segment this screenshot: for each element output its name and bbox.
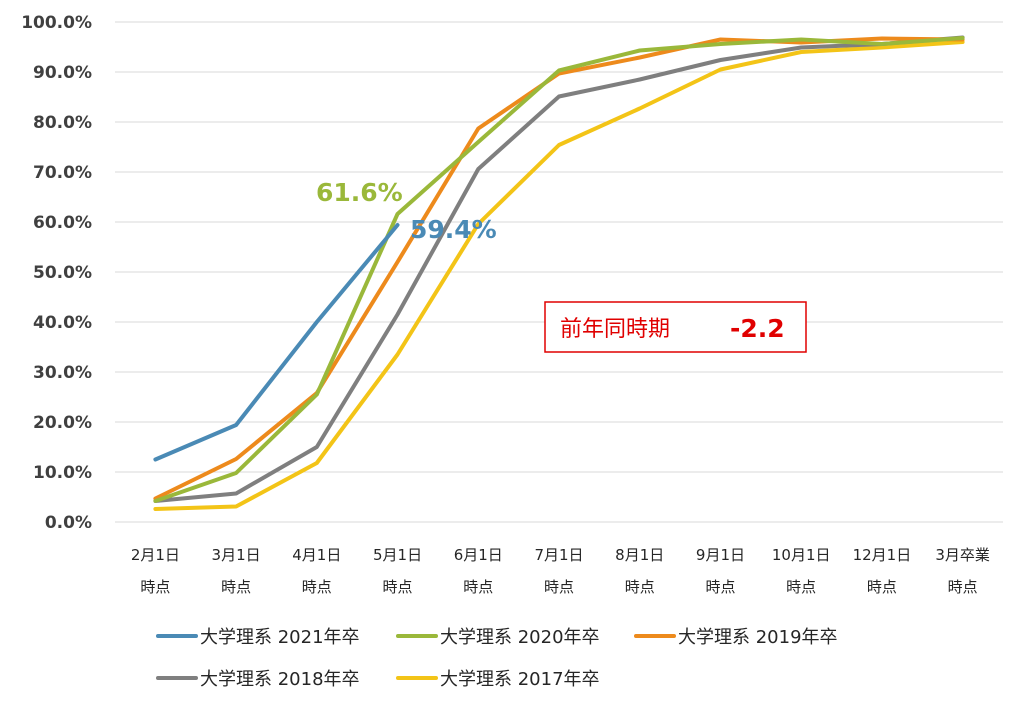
legend-label: 大学理系 2018年卒 [200,669,360,690]
legend-label: 大学理系 2019年卒 [678,627,838,648]
y-tick-label: 30.0% [33,363,92,383]
data-annotations: 61.6%59.4% [316,178,497,244]
y-tick-label: 100.0% [21,13,92,33]
y-tick-label: 90.0% [33,63,92,83]
series-line [153,36,965,503]
y-tick-label: 50.0% [33,263,92,283]
x-tick-label: 3月1日時点 [212,546,261,596]
x-axis-ticks: 2月1日時点 3月1日時点 4月1日時点 5月1日時点 6月1日時点 7月1日時点 8月1日… [131,546,990,596]
annotation-label: 59.4% [410,215,497,244]
series-lines [153,35,965,511]
y-tick-label: 40.0% [33,313,92,333]
x-tick-label: 12月1日時点 [853,546,912,596]
series-line [153,223,400,462]
x-tick-label: 4月1日時点 [292,546,341,596]
x-tick-label: 8月1日時点 [615,546,664,596]
legend-label: 大学理系 2020年卒 [440,627,600,648]
x-tick-label: 10月1日時点 [772,546,831,596]
series-line [153,35,965,503]
series-line [153,40,965,511]
x-tick-label: 2月1日時点 [131,546,180,596]
x-tick-label: 7月1日時点 [534,546,583,596]
legend-label: 大学理系 2017年卒 [440,669,600,690]
x-tick-label: 3月卒業時点 [935,546,990,596]
y-tick-label: 70.0% [33,163,92,183]
annotation-label: 61.6% [316,178,403,207]
y-tick-label: 20.0% [33,413,92,433]
legend-label: 大学理系 2021年卒 [200,627,360,648]
y-axis-ticks: 0.0% 10.0% 20.0% 30.0% 40.0% 50.0% 60.0% 70.0% 8… [21,13,92,533]
callout-label: 前年同時期 [560,317,670,342]
callout-box [544,301,807,353]
series-line [153,36,965,501]
x-tick-label: 6月1日時点 [454,546,503,596]
x-tick-label: 5月1日時点 [373,546,422,596]
callout-value: -2.2 [730,314,785,343]
x-tick-label: 9月1日時点 [696,546,745,596]
y-tick-label: 80.0% [33,113,92,133]
y-tick-label: 10.0% [33,463,92,483]
y-tick-label: 0.0% [45,513,92,533]
comparison-callout: 前年同時期 -2.2 [544,301,807,353]
y-tick-label: 60.0% [33,213,92,233]
